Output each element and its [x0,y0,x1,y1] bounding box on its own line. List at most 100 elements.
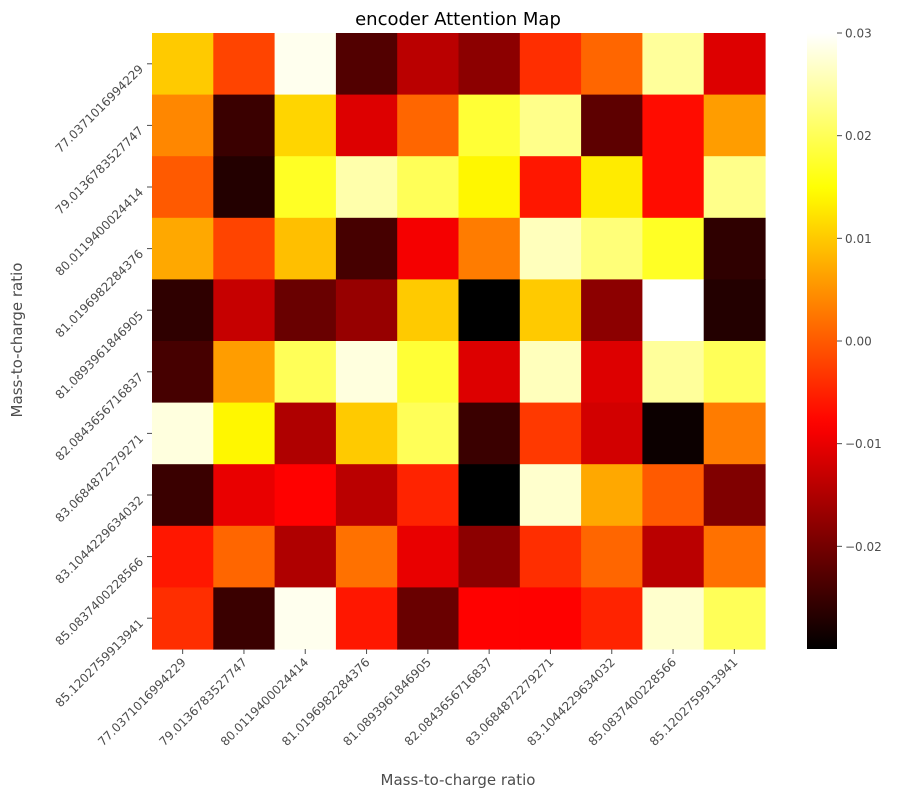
heatmap-cell [152,279,214,342]
heatmap-cells [152,33,766,650]
heatmap-cell [642,464,705,527]
colorbar-tick-label: 0.00 [845,335,872,349]
y-axis-ticks: 77.037101699422979.013678352774780.01194… [53,62,152,710]
colorbar-tick-label: −0.01 [845,437,882,451]
heatmap-cell [703,587,766,650]
heatmap-cell [274,464,337,527]
heatmap-cell [397,341,460,404]
heatmap-cell [642,587,705,650]
heatmap-cell [335,33,398,96]
heatmap-cell [642,156,705,219]
heatmap-cell [397,587,460,650]
heatmap-cell [581,33,643,96]
heatmap-cell [458,156,521,219]
heatmap-cell [274,525,337,588]
heatmap-cell [397,156,460,219]
heatmap-cell [703,464,766,527]
heatmap-cell [581,525,643,588]
heatmap-cell [274,156,337,219]
heatmap-cell [703,525,766,588]
heatmap-cell [458,464,521,527]
heatmap-cell [458,402,521,465]
heatmap-cell [519,94,582,157]
heatmap-cell [581,587,643,650]
heatmap-cell [152,464,214,527]
x-axis-label: Mass-to-charge ratio [381,771,536,789]
heatmap-cell [213,587,276,650]
heatmap-cell [213,341,276,404]
heatmap-cell [213,525,276,588]
heatmap-cell [213,217,276,280]
heatmap-cell [458,33,521,96]
heatmap-cell [335,279,398,342]
heatmap-cell [213,402,276,465]
heatmap-cell [519,279,582,342]
heatmap-cell [519,156,582,219]
heatmap-cell [642,279,705,342]
x-axis-ticks: 77.037101699422979.013678352774780.01194… [95,649,740,749]
heatmap-cell [581,279,643,342]
heatmap-cell [703,217,766,280]
heatmap-cell [335,525,398,588]
heatmap-cell [213,279,276,342]
heatmap-cell [274,33,337,96]
heatmap-cell [703,33,766,96]
heatmap-cell [152,33,214,96]
heatmap-cell [458,341,521,404]
heatmap-cell [213,33,276,96]
heatmap-cell [703,341,766,404]
heatmap-cell [397,464,460,527]
heatmap-cell [274,402,337,465]
heatmap-cell [274,587,337,650]
heatmap-cell [213,464,276,527]
heatmap-cell [335,341,398,404]
heatmap-cell [703,402,766,465]
heatmap-cell [642,217,705,280]
heatmap-cell [213,94,276,157]
colorbar-tick-label: 0.01 [845,232,872,246]
heatmap-cell [642,33,705,96]
heatmap-cell [581,341,643,404]
heatmap-cell [397,279,460,342]
colorbar-tick-label: −0.02 [845,540,882,554]
heatmap-cell [458,587,521,650]
heatmap-cell [152,341,214,404]
heatmap-cell [274,341,337,404]
heatmap-cell [519,33,582,96]
heatmap-cell [458,94,521,157]
colorbar: 0.03 0.02 0.01 0.00 −0.01 −0.02 [807,27,882,649]
heatmap-cell [152,156,214,219]
heatmap-cell [397,33,460,96]
heatmap-cell [335,94,398,157]
heatmap-cell [581,156,643,219]
heatmap-cell [397,525,460,588]
heatmap-cell [335,402,398,465]
chart-title: encoder Attention Map [355,9,561,30]
heatmap-cell [274,217,337,280]
colorbar-tick-label: 0.03 [845,27,872,41]
heatmap-cell [152,94,214,157]
heatmap-cell [581,464,643,527]
heatmap-cell [152,217,214,280]
heatmap-cell [274,94,337,157]
heatmap-cell [581,402,643,465]
heatmap-cell [335,217,398,280]
heatmap-cell [335,587,398,650]
colorbar-gradient [807,33,837,649]
heatmap-cell [703,94,766,157]
heatmap-cell [519,464,582,527]
heatmap-cell [152,402,214,465]
heatmap-cell [397,217,460,280]
heatmap-cell [458,279,521,342]
heatmap-cell [335,464,398,527]
heatmap-cell [519,341,582,404]
heatmap-cell [581,217,643,280]
heatmap-cell [519,525,582,588]
heatmap-cell [581,94,643,157]
heatmap-cell [335,156,398,219]
heatmap-cell [397,94,460,157]
heatmap-cell [152,587,214,650]
heatmap-cell [213,156,276,219]
heatmap-cell [519,402,582,465]
heatmap-cell [642,94,705,157]
